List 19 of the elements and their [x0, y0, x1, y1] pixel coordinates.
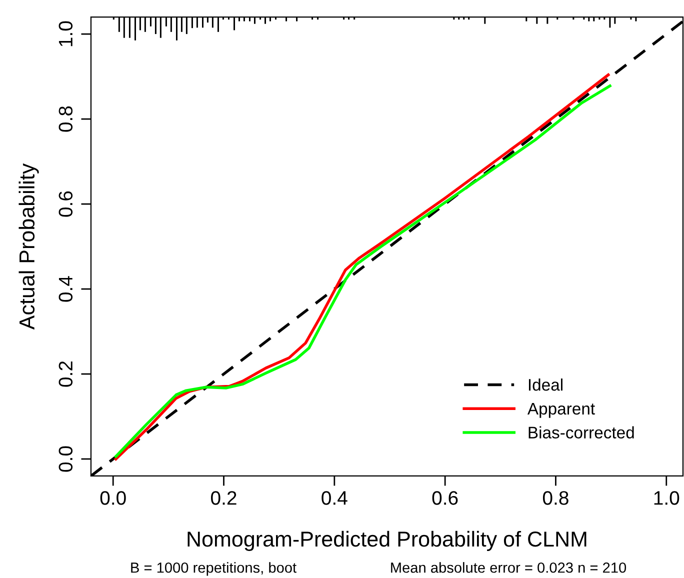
x-tick-label: 0.4 — [322, 491, 348, 505]
x-tick-label: 0.2 — [211, 491, 236, 505]
x-axis-title: Nomogram-Predicted Probability of CLNM — [188, 530, 586, 551]
y-axis-title: Actual Probability — [18, 163, 39, 330]
text: Mean absolute error = 0.023 n = 210 — [391, 562, 626, 573]
x-tick-label: 0.0 — [100, 491, 126, 505]
y-tick-label: 0.2 — [58, 361, 73, 387]
x-tick-label: 0.6 — [432, 491, 458, 505]
y-tick-label: 0.8 — [58, 106, 73, 132]
legend-label: Bias-corrected — [528, 426, 634, 438]
text: B = 1000 repetitions, boot — [131, 562, 296, 576]
legend-label: Ideal — [528, 378, 562, 391]
y-tick-label: 1.0 — [58, 21, 73, 46]
y-tick-label: 0.6 — [58, 191, 73, 217]
legend-label: Apparent — [527, 402, 595, 418]
y-tick-label: 0.0 — [58, 446, 73, 472]
x-tick-label: 0.8 — [542, 491, 568, 505]
x-tick-label: 1.0 — [654, 491, 680, 505]
y-tick-label: 0.4 — [58, 276, 73, 302]
